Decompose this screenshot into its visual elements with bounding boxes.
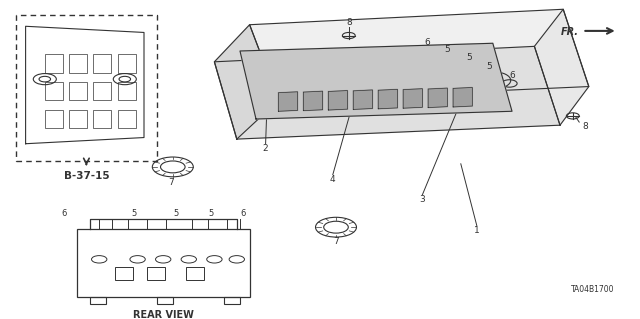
Polygon shape (403, 89, 422, 108)
Polygon shape (378, 89, 397, 109)
Text: 5: 5 (132, 209, 137, 218)
Bar (118, 54, 136, 73)
Polygon shape (214, 46, 560, 139)
Bar (186, 267, 204, 280)
Text: 1: 1 (474, 226, 479, 235)
Text: 5: 5 (487, 62, 492, 70)
Text: 6: 6 (61, 209, 67, 218)
Polygon shape (214, 25, 278, 139)
Bar (118, 82, 136, 100)
Bar (147, 267, 165, 280)
Bar (157, 297, 173, 304)
Polygon shape (428, 88, 447, 108)
Text: 4: 4 (330, 175, 335, 184)
Text: 6: 6 (241, 209, 246, 218)
Text: REAR VIEW: REAR VIEW (132, 310, 194, 319)
Text: 7: 7 (333, 237, 339, 246)
Bar (69, 110, 87, 128)
Text: 5: 5 (173, 209, 179, 218)
Text: 5: 5 (444, 45, 449, 54)
Bar (77, 229, 250, 297)
Polygon shape (353, 90, 372, 109)
Text: 5: 5 (467, 53, 472, 62)
Polygon shape (534, 9, 589, 125)
Polygon shape (278, 92, 298, 111)
Text: 8: 8 (583, 122, 588, 131)
Bar (45, 110, 63, 128)
Bar (93, 82, 111, 100)
Bar (45, 54, 63, 73)
Text: B-37-15: B-37-15 (63, 171, 109, 181)
Polygon shape (303, 91, 323, 111)
Text: 7: 7 (169, 178, 174, 187)
Bar (118, 110, 136, 128)
Polygon shape (453, 87, 472, 107)
Polygon shape (250, 9, 589, 100)
Bar (224, 297, 240, 304)
Text: 2: 2 (263, 144, 268, 153)
Bar (45, 82, 63, 100)
Text: 5: 5 (209, 209, 214, 218)
Text: 6: 6 (425, 38, 430, 47)
Text: 6: 6 (509, 71, 515, 80)
Text: 8: 8 (346, 18, 351, 27)
Text: 3: 3 (420, 195, 425, 204)
Text: TA04B1700: TA04B1700 (571, 285, 614, 293)
Bar (115, 267, 133, 280)
Bar (69, 54, 87, 73)
Text: FR.: FR. (561, 27, 579, 37)
Bar (69, 82, 87, 100)
Bar (93, 110, 111, 128)
Polygon shape (328, 91, 348, 110)
Bar (90, 297, 106, 304)
Polygon shape (240, 43, 512, 119)
Bar (93, 54, 111, 73)
